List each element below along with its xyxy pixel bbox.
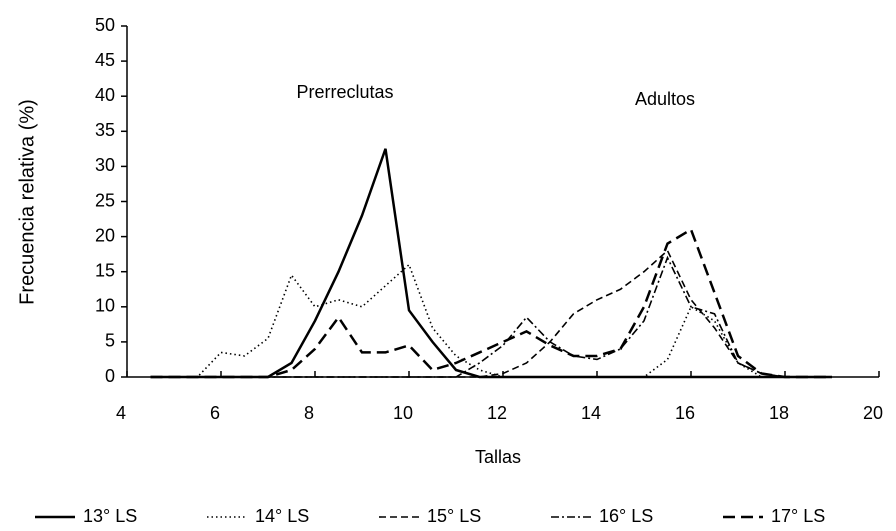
legend-label: 17° LS [771, 506, 825, 526]
annotation: Prerreclutas [296, 82, 393, 102]
series-line [150, 263, 832, 378]
x-tick-label: 16 [675, 403, 695, 423]
legend-label: 15° LS [427, 506, 481, 526]
y-tick-label: 20 [95, 225, 115, 245]
x-axis-label: Tallas [475, 447, 521, 467]
legend-label: 16° LS [599, 506, 653, 526]
x-tick-label: 6 [210, 403, 220, 423]
series-line [150, 148, 832, 379]
y-tick-label: 40 [95, 85, 115, 105]
y-tick-label: 10 [95, 296, 115, 316]
legend-label: 14° LS [255, 506, 309, 526]
x-tick-label: 12 [487, 403, 507, 423]
y-tick-label: 5 [105, 331, 115, 351]
x-tick-label: 4 [116, 403, 126, 423]
x-tick-label: 18 [769, 403, 789, 423]
x-tick-label: 20 [863, 403, 883, 423]
x-tick-label: 14 [581, 403, 601, 423]
annotation: Adultos [635, 89, 695, 109]
series-line [150, 255, 832, 378]
x-tick-label: 10 [393, 403, 413, 423]
series-line [150, 227, 832, 379]
series-line [150, 249, 832, 378]
y-tick-label: 45 [95, 50, 115, 70]
y-tick-label: 50 [95, 15, 115, 35]
y-tick-label: 15 [95, 260, 115, 280]
legend-label: 13° LS [83, 506, 137, 526]
x-tick-label: 8 [304, 403, 314, 423]
y-tick-label: 35 [95, 120, 115, 140]
y-tick-label: 25 [95, 190, 115, 210]
y-tick-label: 30 [95, 155, 115, 175]
y-axis-label: Frecuencia relativa (%) [16, 99, 38, 305]
y-tick-label: 0 [105, 366, 115, 386]
